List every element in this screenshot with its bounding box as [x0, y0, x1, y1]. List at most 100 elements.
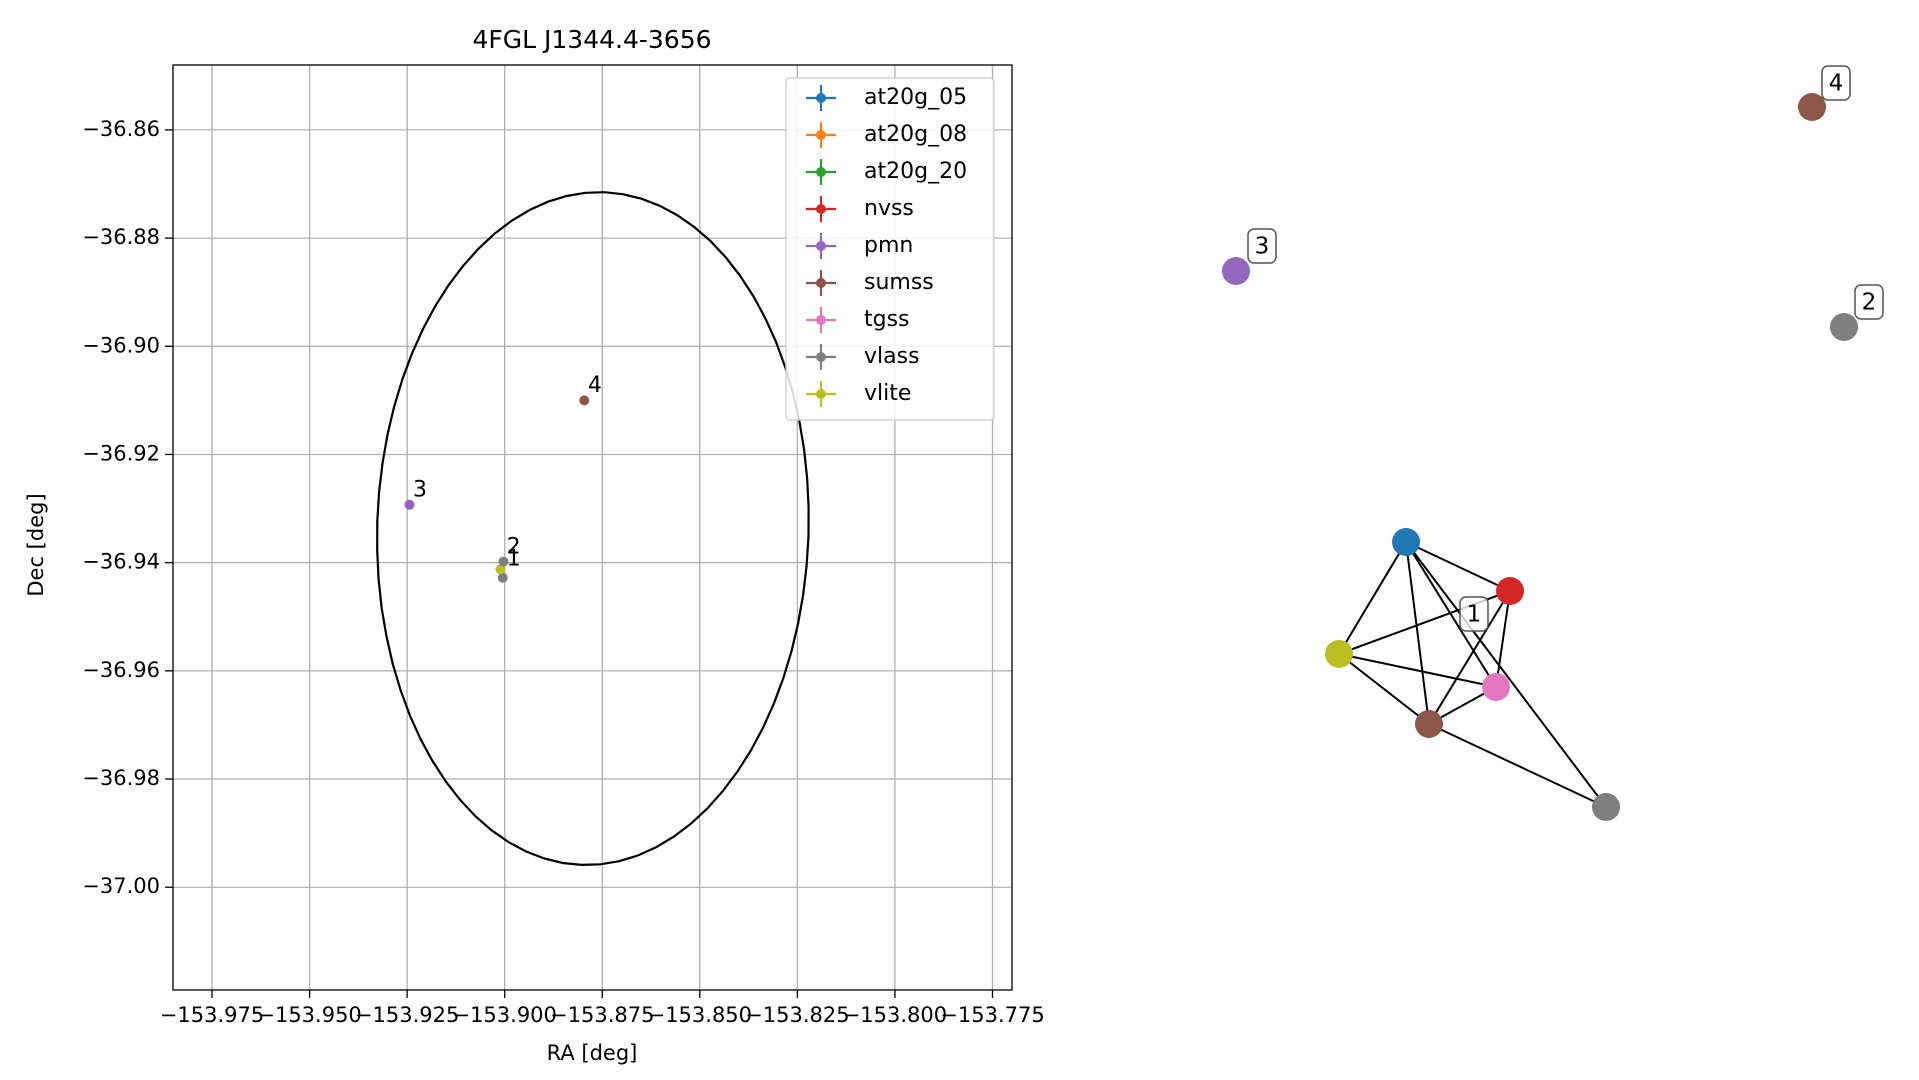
y-tick-label: −37.00	[82, 874, 160, 898]
legend-item-nvss: nvss	[806, 196, 914, 222]
legend-label: nvss	[864, 196, 914, 221]
network-label-2: 2	[1854, 284, 1884, 320]
network-edges	[1338, 541, 1607, 808]
network-node-vlite	[1325, 640, 1353, 668]
network-node-pmn_3	[1222, 257, 1250, 285]
network-label-text: 1	[1467, 602, 1482, 628]
y-tick-label: −36.88	[82, 225, 160, 249]
network-node-vlass	[1592, 793, 1620, 821]
network-node-nvss	[1496, 577, 1524, 605]
legend-box	[785, 77, 995, 421]
legend-label: at20g_20	[864, 159, 967, 184]
network-edge	[1495, 590, 1511, 688]
legend-marker-dot	[816, 130, 826, 140]
legend-item-at20g_08: at20g_08	[806, 122, 967, 148]
x-tick-label: −153.825	[745, 1003, 849, 1027]
point-labels: 12 3 4	[413, 373, 602, 572]
network-edge	[1405, 541, 1511, 592]
legend-label: vlass	[864, 344, 920, 369]
network-label-text: 2	[1862, 290, 1877, 316]
y-tick-label: −36.96	[82, 658, 160, 682]
legend-item-vlass: vlass	[806, 344, 920, 370]
network-label-4: 4	[1821, 65, 1851, 101]
network-node-at20g_05	[1392, 528, 1420, 556]
network-edge	[1338, 653, 1430, 725]
legend-item-at20g_20: at20g_20	[806, 159, 967, 185]
point-label: 4	[588, 373, 602, 398]
network-edge	[1338, 653, 1497, 688]
source-point-vlite	[495, 564, 506, 575]
y-tick-label: −36.92	[82, 441, 160, 465]
legend-marker-dot	[816, 352, 826, 362]
chart-title: 4FGL J1344.4-3656	[472, 25, 711, 54]
network-edge	[1428, 590, 1511, 725]
legend-item-vlite: vlite	[806, 381, 911, 407]
axes-frame	[172, 64, 1013, 991]
source-point-vlass	[497, 572, 508, 583]
network-label-box	[1854, 284, 1884, 320]
x-axis-ticks: −153.975−153.950−153.925−153.900−153.875…	[160, 990, 1045, 1027]
x-tick-label: −153.925	[355, 1003, 459, 1027]
network-edge	[1338, 541, 1407, 655]
y-tick-label: −36.86	[82, 117, 160, 141]
network-graph: 1 2 3 4	[1222, 65, 1884, 821]
source-points	[404, 395, 590, 583]
point-label: 1	[507, 547, 521, 572]
y-axis-label: Dec [deg]	[24, 493, 48, 596]
x-tick-label: −153.975	[160, 1003, 264, 1027]
legend-label: pmn	[864, 233, 913, 258]
legend-marker-dot	[816, 241, 826, 251]
legend-label: tgss	[864, 307, 910, 332]
network-node-sumss_4	[1798, 93, 1826, 121]
x-tick-label: −153.775	[940, 1003, 1044, 1027]
x-axis-label: RA [deg]	[547, 1041, 638, 1065]
network-group-labels: 1 2 3 4	[1247, 65, 1884, 632]
legend-marker-dot	[816, 389, 826, 399]
legend-item-tgss: tgss	[806, 307, 910, 333]
x-tick-label: −153.875	[550, 1003, 654, 1027]
grid-lines	[173, 65, 1012, 990]
legend-item-sumss: sumss	[806, 270, 934, 296]
localization-ellipse	[376, 191, 810, 867]
network-nodes	[1222, 93, 1858, 821]
legend-label: at20g_05	[864, 85, 967, 110]
network-edge	[1405, 541, 1497, 688]
legend-label: vlite	[864, 381, 911, 406]
y-axis-ticks: −36.86 −36.88 −36.90 −36.92 −36.94 −36.96 −36.…	[82, 117, 173, 898]
network-label-box	[1821, 65, 1851, 101]
legend-item-pmn: pmn	[806, 233, 913, 259]
network-node-vlass_2	[1830, 313, 1858, 341]
legend-item-at20g_05: at20g_05	[806, 85, 967, 111]
y-tick-label: −36.98	[82, 766, 160, 790]
x-tick-label: −153.800	[843, 1003, 947, 1027]
network-label-text: 4	[1829, 71, 1844, 97]
network-label-box	[1459, 596, 1489, 632]
x-tick-label: −153.900	[452, 1003, 556, 1027]
legend-label: sumss	[864, 270, 934, 295]
x-tick-label: −153.950	[257, 1003, 361, 1027]
legend-label: at20g_08	[864, 122, 967, 147]
legend-marker-dot	[816, 278, 826, 288]
legend-marker-dot	[816, 204, 826, 214]
network-edge	[1428, 723, 1607, 808]
network-node-sumss	[1415, 710, 1443, 738]
source-point-vlass	[498, 556, 509, 567]
legend-marker-dot	[816, 315, 826, 325]
legend-marker-dot	[816, 167, 826, 177]
network-edge	[1405, 541, 1607, 808]
network-node-tgss	[1482, 673, 1510, 701]
network-edge	[1405, 541, 1430, 725]
source-point-pmn	[404, 499, 415, 510]
y-tick-label: −36.94	[82, 550, 160, 574]
network-label-1: 1	[1459, 596, 1489, 632]
network-label-text: 3	[1255, 234, 1270, 260]
y-tick-label: −36.90	[82, 333, 160, 357]
network-label-3: 3	[1247, 228, 1277, 264]
point-label: 3	[413, 477, 427, 502]
network-label-box	[1247, 228, 1277, 264]
source-point-sumss	[579, 395, 590, 406]
point-label: 2	[507, 534, 521, 559]
